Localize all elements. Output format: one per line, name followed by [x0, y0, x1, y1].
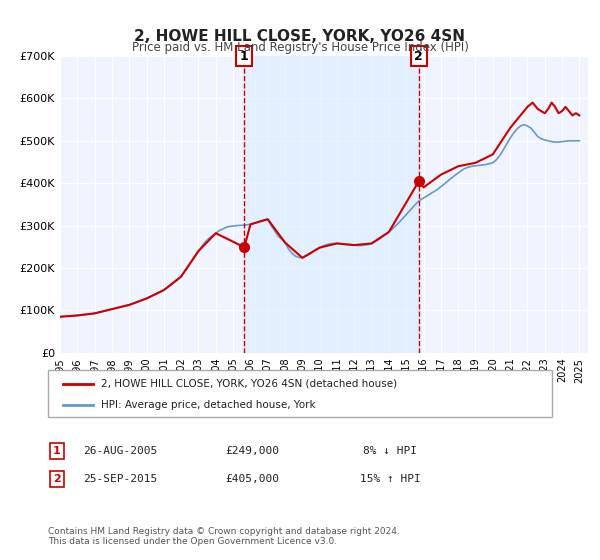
- Text: 15% ↑ HPI: 15% ↑ HPI: [359, 474, 421, 484]
- Text: 2: 2: [415, 49, 423, 63]
- Text: Contains HM Land Registry data © Crown copyright and database right 2024.
This d: Contains HM Land Registry data © Crown c…: [48, 526, 400, 546]
- Text: 2, HOWE HILL CLOSE, YORK, YO26 4SN (detached house): 2, HOWE HILL CLOSE, YORK, YO26 4SN (deta…: [101, 379, 397, 389]
- Text: 2: 2: [53, 474, 61, 484]
- Text: 1: 1: [53, 446, 61, 456]
- Text: £405,000: £405,000: [225, 474, 279, 484]
- Text: 25-SEP-2015: 25-SEP-2015: [83, 474, 157, 484]
- Text: HPI: Average price, detached house, York: HPI: Average price, detached house, York: [101, 400, 316, 410]
- FancyBboxPatch shape: [48, 370, 552, 417]
- Text: £249,000: £249,000: [225, 446, 279, 456]
- Text: 26-AUG-2005: 26-AUG-2005: [83, 446, 157, 456]
- Bar: [244, 56, 419, 353]
- Text: 8% ↓ HPI: 8% ↓ HPI: [363, 446, 417, 456]
- Text: Price paid vs. HM Land Registry's House Price Index (HPI): Price paid vs. HM Land Registry's House …: [131, 41, 469, 54]
- Text: 2, HOWE HILL CLOSE, YORK, YO26 4SN: 2, HOWE HILL CLOSE, YORK, YO26 4SN: [134, 29, 466, 44]
- Text: 1: 1: [240, 49, 249, 63]
